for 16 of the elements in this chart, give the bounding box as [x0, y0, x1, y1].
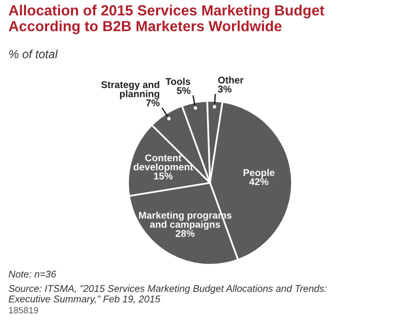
data-label: 42%: [249, 178, 268, 186]
data-label: 3%: [218, 86, 232, 93]
text: Note: n=36: [8, 270, 56, 278]
slice-label: Content development: [134, 154, 194, 172]
data-label: 28%: [176, 230, 195, 237]
data-label: 15%: [154, 172, 173, 180]
chart-title: Allocation of 2015 Services Marketing Budget According to B2B Marketers Worldwide: [8, 4, 324, 34]
slice-label: Tools: [166, 78, 190, 85]
data-label: 5%: [176, 87, 190, 94]
data-label: 7%: [146, 99, 160, 106]
slice-label: People: [244, 168, 275, 178]
slice-label: Other: [218, 76, 244, 84]
text: 185819: [9, 307, 38, 314]
source-note: Source: ITSMA, "2015 Services Marketing Budget Allocations and Trends: Executive Summary," Feb 19, 2015: [8, 284, 327, 304]
chart-subtitle: % of total: [9, 50, 58, 58]
slice-label: Strategy and planning: [101, 80, 160, 100]
